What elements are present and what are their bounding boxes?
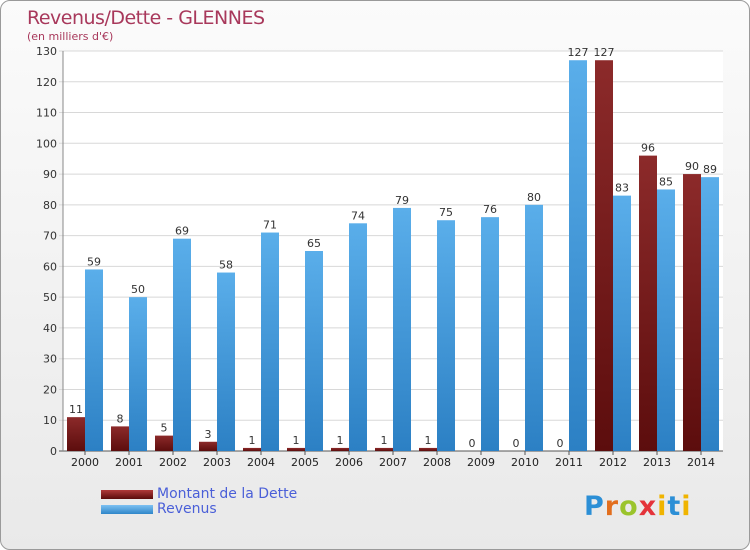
data-label-dette: 0 bbox=[557, 437, 564, 450]
bar-revenus bbox=[481, 217, 499, 451]
bar-dette bbox=[111, 426, 129, 451]
bar-revenus bbox=[657, 189, 675, 451]
x-tick-label: 2012 bbox=[599, 456, 627, 469]
bar-revenus bbox=[217, 272, 235, 451]
x-tick-label: 2008 bbox=[423, 456, 451, 469]
y-tick-label: 20 bbox=[43, 383, 57, 396]
bar-dette bbox=[199, 441, 217, 451]
data-label-dette: 11 bbox=[69, 403, 83, 416]
bar-dette bbox=[595, 60, 613, 451]
data-label-revenus: 83 bbox=[615, 182, 629, 195]
x-tick-label: 2013 bbox=[643, 456, 671, 469]
data-label-dette: 1 bbox=[425, 434, 432, 447]
data-label-revenus: 80 bbox=[527, 191, 541, 204]
data-label-revenus: 59 bbox=[87, 255, 101, 268]
legend-swatch-revenus bbox=[101, 505, 153, 514]
bar-revenus bbox=[305, 251, 323, 451]
x-tick-label: 2007 bbox=[379, 456, 407, 469]
x-tick-label: 2009 bbox=[467, 456, 495, 469]
data-label-revenus: 79 bbox=[395, 194, 409, 207]
x-tick-label: 2000 bbox=[71, 456, 99, 469]
bar-revenus bbox=[525, 204, 543, 451]
y-tick-label: 100 bbox=[36, 137, 57, 150]
data-label-revenus: 58 bbox=[219, 259, 233, 272]
data-label-dette: 0 bbox=[469, 437, 476, 450]
data-label-revenus: 75 bbox=[439, 206, 453, 219]
y-tick-label: 70 bbox=[43, 230, 57, 243]
data-label-revenus: 85 bbox=[659, 175, 673, 188]
y-tick-label: 10 bbox=[43, 414, 57, 427]
y-tick-label: 120 bbox=[36, 76, 57, 89]
y-tick-label: 60 bbox=[43, 260, 57, 273]
bar-revenus bbox=[613, 195, 631, 451]
data-label-dette: 96 bbox=[641, 142, 655, 155]
data-label-dette: 127 bbox=[594, 46, 615, 59]
legend: Montant de la Dette Revenus bbox=[101, 487, 297, 517]
y-tick-label: 80 bbox=[43, 199, 57, 212]
bar-revenus bbox=[393, 207, 411, 451]
x-tick-label: 2003 bbox=[203, 456, 231, 469]
x-tick-label: 2001 bbox=[115, 456, 143, 469]
bar-dette bbox=[419, 447, 437, 451]
data-label-dette: 1 bbox=[249, 434, 256, 447]
bar-revenus bbox=[129, 297, 147, 451]
data-label-revenus: 89 bbox=[703, 163, 717, 176]
data-label-dette: 1 bbox=[293, 434, 300, 447]
proxiti-logo: Proxiti bbox=[584, 491, 692, 522]
data-label-dette: 0 bbox=[513, 437, 520, 450]
y-tick-label: 30 bbox=[43, 353, 57, 366]
x-tick-label: 2011 bbox=[555, 456, 583, 469]
bar-revenus bbox=[173, 238, 191, 451]
legend-item-revenus: Revenus bbox=[101, 502, 297, 517]
bar-dette bbox=[67, 417, 85, 451]
x-tick-label: 2006 bbox=[335, 456, 363, 469]
data-label-revenus: 65 bbox=[307, 237, 321, 250]
x-tick-label: 2005 bbox=[291, 456, 319, 469]
legend-label-revenus: Revenus bbox=[157, 501, 217, 517]
bar-revenus bbox=[349, 223, 367, 451]
chart-subtitle: (en milliers d'€) bbox=[27, 30, 114, 43]
data-label-revenus: 50 bbox=[131, 283, 145, 296]
data-label-dette: 1 bbox=[381, 434, 388, 447]
bar-revenus bbox=[261, 232, 279, 451]
bar-dette bbox=[375, 447, 393, 451]
data-label-revenus: 127 bbox=[568, 46, 589, 59]
data-label-dette: 3 bbox=[205, 428, 212, 441]
y-tick-label: 130 bbox=[36, 45, 57, 58]
x-tick-label: 2010 bbox=[511, 456, 539, 469]
legend-item-dette: Montant de la Dette bbox=[101, 487, 297, 502]
bar-dette bbox=[243, 447, 261, 451]
legend-swatch-dette bbox=[101, 490, 153, 499]
data-label-revenus: 76 bbox=[483, 203, 497, 216]
data-label-revenus: 71 bbox=[263, 219, 277, 232]
y-tick-label: 40 bbox=[43, 322, 57, 335]
bar-dette bbox=[155, 435, 173, 451]
x-tick-label: 2014 bbox=[687, 456, 715, 469]
legend-label-dette: Montant de la Dette bbox=[157, 486, 298, 502]
bar-dette bbox=[639, 155, 657, 451]
data-label-dette: 1 bbox=[337, 434, 344, 447]
bar-revenus bbox=[437, 220, 455, 451]
bar-dette bbox=[331, 447, 349, 451]
y-tick-label: 90 bbox=[43, 168, 57, 181]
bar-revenus bbox=[85, 269, 103, 451]
data-label-dette: 5 bbox=[161, 422, 168, 435]
data-label-dette: 90 bbox=[685, 160, 699, 173]
chart-title: Revenus/Dette - GLENNES bbox=[27, 7, 265, 29]
data-label-dette: 8 bbox=[117, 412, 124, 425]
y-tick-label: 50 bbox=[43, 291, 57, 304]
y-tick-label: 0 bbox=[50, 445, 57, 458]
bar-revenus bbox=[701, 177, 719, 451]
data-label-revenus: 69 bbox=[175, 225, 189, 238]
x-tick-label: 2002 bbox=[159, 456, 187, 469]
bar-dette bbox=[287, 447, 305, 451]
bar-revenus bbox=[569, 60, 587, 451]
x-tick-label: 2004 bbox=[247, 456, 275, 469]
y-tick-label: 110 bbox=[36, 107, 57, 120]
data-label-revenus: 74 bbox=[351, 209, 365, 222]
bar-dette bbox=[683, 174, 701, 452]
